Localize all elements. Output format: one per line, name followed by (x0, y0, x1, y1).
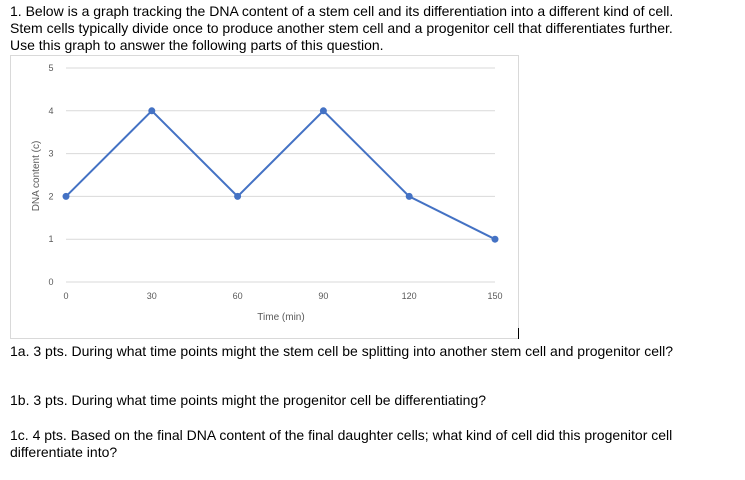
x-tick-label: 90 (318, 291, 328, 301)
data-point (319, 107, 327, 115)
data-point (405, 192, 413, 200)
grid-lines (66, 67, 495, 283)
y-tick-label: 5 (48, 63, 53, 73)
data-points (62, 107, 499, 243)
question-intro: 1. Below is a graph tracking the DNA con… (10, 3, 735, 54)
dna-content-chart: 0 1 2 3 4 5 0 30 60 90 120 150 Time (min) DNA cont… (10, 55, 519, 339)
x-tick-label: 120 (402, 291, 417, 301)
x-axis-title: Time (min) (257, 312, 304, 323)
chart-canvas: 0 1 2 3 4 5 0 30 60 90 120 150 Time (min) DNA cont… (31, 63, 503, 323)
intro-line-2: Stem cells typically divide once to prod… (10, 20, 673, 36)
x-tick-label: 60 (233, 291, 243, 301)
question-1a: 1a. 3 pts. During what time points might… (10, 343, 674, 359)
y-tick-label: 3 (48, 149, 53, 159)
y-tick-label: 2 (48, 191, 53, 201)
question-1b: 1b. 3 pts. During what time points might… (10, 392, 487, 408)
question-1c-line-2: differentiate into? (10, 444, 118, 460)
data-point (234, 192, 242, 200)
y-tick-label: 1 (48, 234, 53, 244)
y-axis-title: DNA content (c) (31, 141, 42, 212)
text-cursor (518, 328, 519, 339)
intro-line-3: Use this graph to answer the following p… (10, 37, 384, 53)
y-tick-labels: 0 1 2 3 4 5 (48, 63, 53, 287)
x-tick-label: 30 (147, 291, 157, 301)
x-tick-labels: 0 30 60 90 120 150 (63, 291, 502, 301)
data-point (62, 192, 70, 200)
intro-line-1: 1. Below is a graph tracking the DNA con… (10, 3, 674, 19)
x-tick-label: 0 (63, 291, 68, 301)
question-1c: 1c. 4 pts. Based on the final DNA conten… (10, 427, 735, 461)
data-point (148, 107, 156, 115)
question-1c-line-1: 1c. 4 pts. Based on the final DNA conten… (10, 427, 673, 443)
series-line (65, 109, 496, 241)
y-tick-label: 0 (48, 277, 53, 287)
y-tick-label: 4 (48, 106, 53, 116)
x-tick-label: 150 (487, 291, 502, 301)
data-point (491, 235, 499, 243)
